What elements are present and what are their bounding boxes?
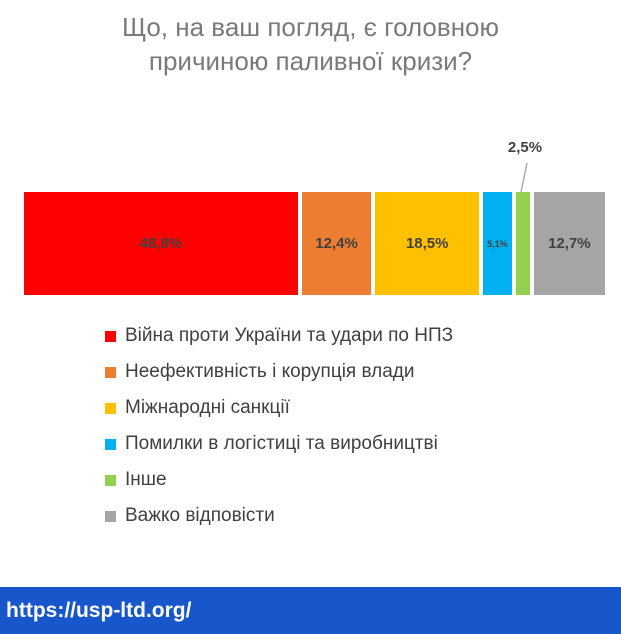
chart-legend: Війна проти України та удари по НПЗ Неефе… — [105, 318, 453, 534]
segment-value-label: 48,8% — [139, 235, 183, 252]
segment-value-label: 5,1% — [487, 238, 508, 249]
chart-title-line1: Що, на ваш погляд, є головною — [121, 12, 500, 42]
legend-marker-icon — [105, 366, 116, 378]
bar-segment-4: 5,1% — [483, 192, 512, 295]
callout-leader-line — [520, 162, 528, 193]
legend-marker-icon — [105, 330, 116, 342]
footer-url-link[interactable]: https://usp-ltd.org/ — [6, 598, 192, 622]
legend-item-label: Помилки в логістиці та виробництві — [125, 433, 438, 454]
chart-title: Що, на ваш погляд, є головною причиною п… — [0, 10, 621, 78]
legend-item-label: Інше — [125, 469, 167, 490]
bar-segment-5 — [515, 192, 530, 295]
legend-item-2: Неефективність і корупція влади — [105, 354, 453, 390]
legend-marker-icon — [105, 474, 116, 486]
legend-item-6: Важко відповісти — [105, 498, 453, 534]
legend-marker-icon — [105, 438, 116, 450]
segment-value-label: 12,4% — [315, 235, 358, 252]
legend-marker-icon — [105, 510, 116, 522]
chart-title-line2: причиною паливної кризи? — [148, 46, 473, 76]
legend-item-label: Важко відповісти — [125, 505, 275, 526]
segment-value-label: 18,5% — [405, 235, 449, 252]
footer-bar: https://usp-ltd.org/ — [0, 587, 621, 634]
legend-item-label: Війна проти України та удари по НПЗ — [125, 325, 454, 346]
legend-item-4: Помилки в логістиці та виробництві — [105, 426, 453, 462]
legend-marker-icon — [105, 402, 116, 414]
legend-item-1: Війна проти України та удари по НПЗ — [105, 318, 453, 354]
legend-item-5: Інше — [105, 462, 453, 498]
stacked-bar: 48,8% 12,4% 18,5% 5,1% 12,7% — [24, 192, 605, 295]
bar-segment-3: 18,5% — [375, 192, 480, 295]
bar-segment-6: 12,7% — [533, 192, 605, 295]
legend-item-label: Міжнародні санкції — [125, 397, 290, 418]
bar-segment-2: 12,4% — [301, 192, 372, 295]
legend-item-label: Неефективність і корупція влади — [125, 361, 415, 382]
segment-value-label: 12,7% — [548, 235, 591, 252]
callout-value-label: 2,5% — [507, 139, 543, 156]
bar-segment-1: 48,8% — [24, 192, 298, 295]
legend-item-3: Міжнародні санкції — [105, 390, 453, 426]
